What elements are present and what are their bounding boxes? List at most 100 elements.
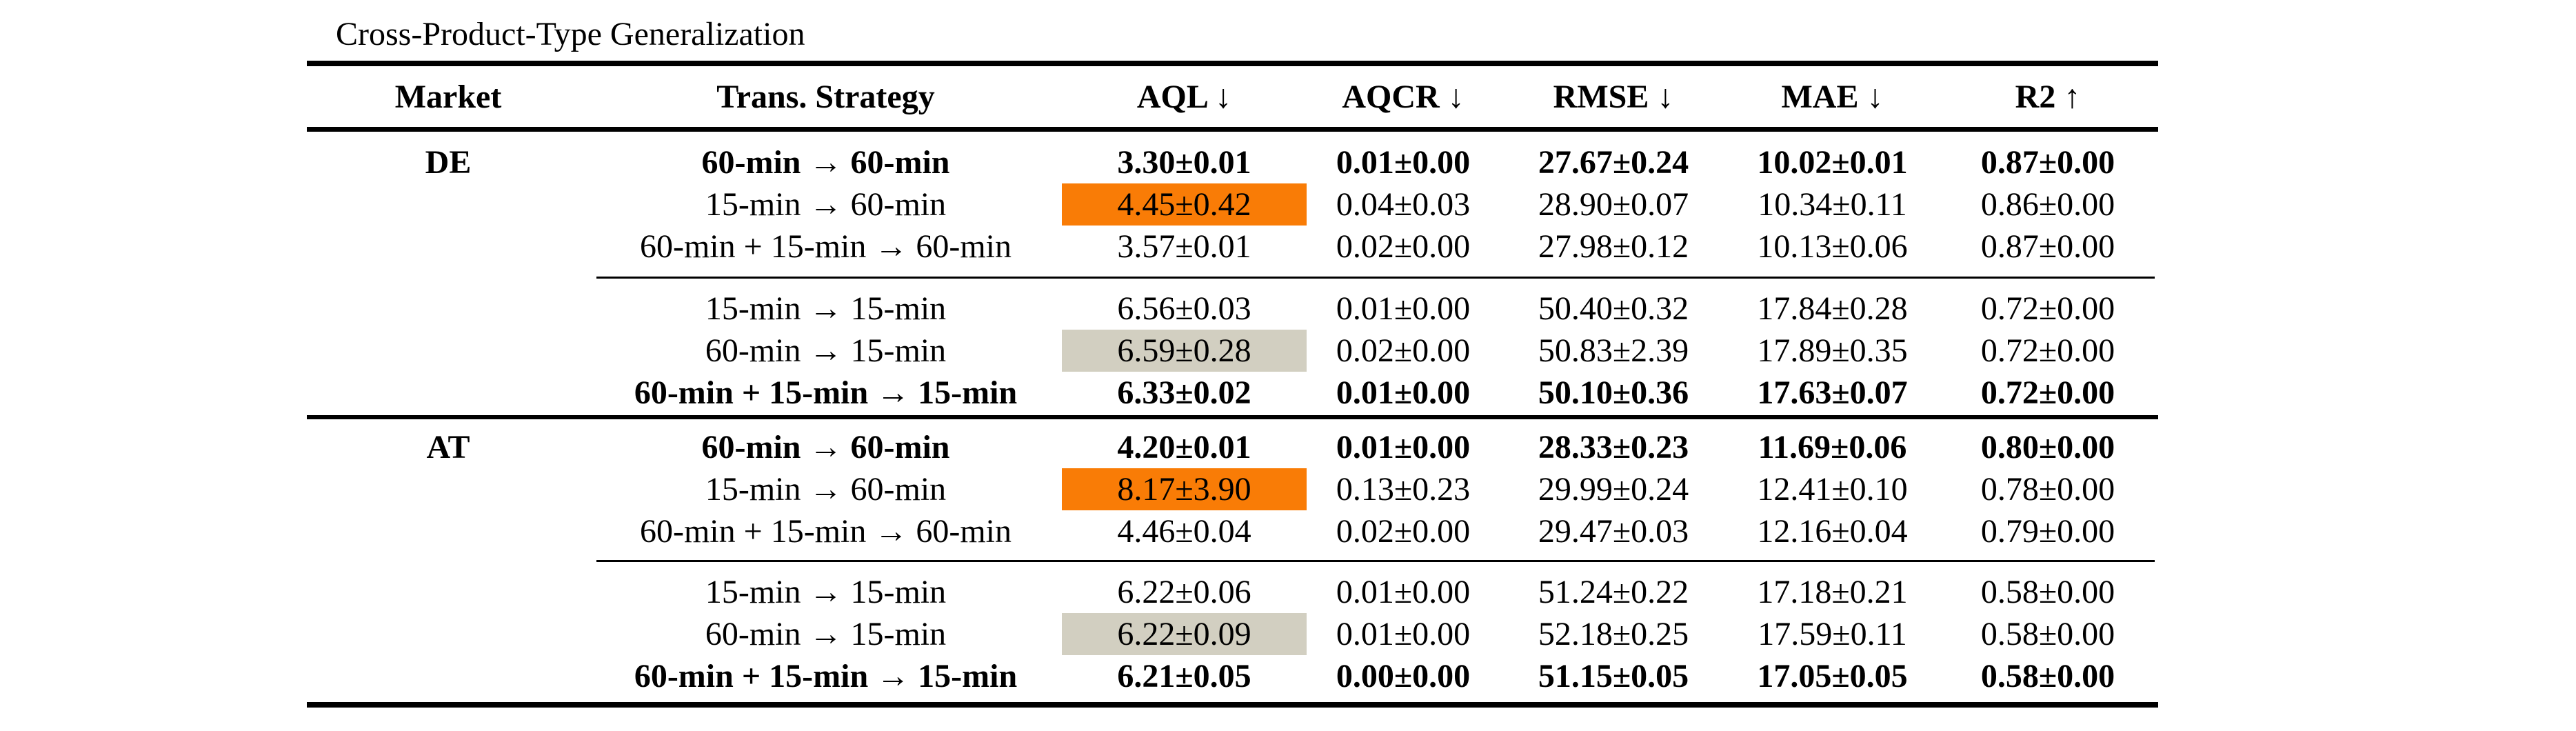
aql-value-cell: 6.56±0.03 <box>1117 290 1251 327</box>
r2-value-cell: 0.72±0.00 <box>1980 332 2115 369</box>
table-row: 15-min → 15-min 6.56±0.03 0.01±0.00 50.4… <box>307 288 2158 330</box>
table-row: 60-min + 15-min → 15-min 6.21±0.05 0.00±… <box>307 655 2158 697</box>
column-header-aql: AQL ↓ <box>1136 79 1232 115</box>
strategy-cell: 60-min → 15-min <box>705 616 947 652</box>
market-cell <box>307 288 590 330</box>
table-row: 15-min → 60-min 4.45±0.42 0.04±0.03 28.9… <box>307 183 2158 226</box>
group-mid-rule <box>596 560 2155 562</box>
column-header-aqcr: AQCR ↓ <box>1342 79 1465 115</box>
aql-value-cell-highlighted: 4.45±0.42 <box>1062 183 1307 226</box>
strategy-cell: 15-min → 15-min <box>705 290 947 327</box>
r2-value-cell: 0.72±0.00 <box>1980 290 2115 327</box>
strategy-cell: 60-min + 15-min → 60-min <box>639 228 1012 265</box>
r2-value-cell: 0.87±0.00 <box>1980 228 2115 265</box>
rmse-value-cell: 28.90±0.07 <box>1538 186 1689 223</box>
column-header-mae: MAE ↓ <box>1781 79 1884 115</box>
table-header-row: Market Trans. Strategy AQL ↓ AQCR ↓ RMSE… <box>307 66 2158 127</box>
aqcr-value-cell: 0.02±0.00 <box>1336 332 1471 369</box>
results-table: Market Trans. Strategy AQL ↓ AQCR ↓ RMSE… <box>307 61 2158 708</box>
rmse-value-cell: 28.33±0.23 <box>1538 429 1689 465</box>
market-cell: DE <box>425 144 472 181</box>
rmse-value-cell: 50.40±0.32 <box>1538 290 1689 327</box>
r2-value-cell: 0.58±0.00 <box>1980 616 2115 652</box>
spacer <box>307 132 2158 141</box>
market-cell <box>307 510 590 552</box>
aqcr-value-cell: 0.01±0.00 <box>1336 429 1471 465</box>
mae-value-cell: 17.18±0.21 <box>1757 574 1908 610</box>
strategy-cell: 15-min → 60-min <box>705 471 947 508</box>
table-row: 60-min → 15-min 6.59±0.28 0.02±0.00 50.8… <box>307 330 2158 372</box>
market-cell <box>307 613 590 655</box>
r2-value-cell: 0.80±0.00 <box>1980 429 2115 465</box>
r2-value-cell: 0.72±0.00 <box>1980 374 2115 411</box>
strategy-cell: 15-min → 15-min <box>705 574 947 610</box>
column-header-rmse: RMSE ↓ <box>1553 79 1674 115</box>
rmse-value-cell: 51.24±0.22 <box>1538 574 1689 610</box>
rmse-value-cell: 50.83±2.39 <box>1538 332 1689 369</box>
market-cell: AT <box>426 429 470 465</box>
group-mid-rule <box>596 277 2155 279</box>
spacer <box>307 552 2158 560</box>
aqcr-value-cell: 0.01±0.00 <box>1336 574 1471 610</box>
mae-value-cell: 17.89±0.35 <box>1757 332 1908 369</box>
aql-value-cell: 6.33±0.02 <box>1117 374 1251 411</box>
rmse-value-cell: 27.67±0.24 <box>1538 144 1689 181</box>
table-row: 60-min + 15-min → 60-min 4.46±0.04 0.02±… <box>307 510 2158 552</box>
column-header-strategy: Trans. Strategy <box>716 79 935 115</box>
table-row: 60-min → 15-min 6.22±0.09 0.01±0.00 52.1… <box>307 613 2158 655</box>
spacer <box>307 562 2158 571</box>
table-row: DE 60-min → 60-min 3.30±0.01 0.01±0.00 2… <box>307 141 2158 183</box>
market-cell <box>307 330 590 372</box>
r2-value-cell: 0.79±0.00 <box>1980 513 2115 550</box>
table-title: Cross-Product-Type Generalization <box>336 16 805 52</box>
r2-value-cell: 0.58±0.00 <box>1980 574 2115 610</box>
r2-value-cell: 0.87±0.00 <box>1980 144 2115 181</box>
aql-value-cell: 4.20±0.01 <box>1117 429 1251 465</box>
mae-value-cell: 12.41±0.10 <box>1757 471 1908 508</box>
aql-value-cell: 4.46±0.04 <box>1117 513 1251 550</box>
spacer <box>307 268 2158 277</box>
aql-value-cell: 6.22±0.06 <box>1117 574 1251 610</box>
market-cell <box>307 226 590 268</box>
group-separator-rule <box>307 415 2158 419</box>
strategy-cell: 15-min → 60-min <box>705 186 947 223</box>
market-cell <box>307 183 590 226</box>
strategy-cell: 60-min → 60-min <box>701 144 950 181</box>
table-header-rule <box>307 127 2158 132</box>
aql-value-cell: 3.30±0.01 <box>1117 144 1251 181</box>
table-row: AT 60-min → 60-min 4.20±0.01 0.01±0.00 2… <box>307 426 2158 468</box>
market-cell <box>307 468 590 510</box>
aqcr-value-cell: 0.02±0.00 <box>1336 228 1471 265</box>
market-cell <box>307 372 590 414</box>
rmse-value-cell: 29.47±0.03 <box>1538 513 1689 550</box>
aqcr-value-cell: 0.13±0.23 <box>1336 471 1471 508</box>
table-row: 60-min + 15-min → 60-min 3.57±0.01 0.02±… <box>307 226 2158 268</box>
rmse-value-cell: 50.10±0.36 <box>1538 374 1689 411</box>
aqcr-value-cell: 0.04±0.03 <box>1336 186 1471 223</box>
r2-value-cell: 0.58±0.00 <box>1980 658 2115 694</box>
strategy-cell: 60-min → 15-min <box>705 332 947 369</box>
rmse-value-cell: 27.98±0.12 <box>1538 228 1689 265</box>
spacer <box>307 697 2158 702</box>
aql-value-cell: 6.21±0.05 <box>1117 658 1251 694</box>
rmse-value-cell: 29.99±0.24 <box>1538 471 1689 508</box>
mae-value-cell: 10.13±0.06 <box>1757 228 1908 265</box>
table-row: 15-min → 15-min 6.22±0.06 0.01±0.00 51.2… <box>307 571 2158 613</box>
aqcr-value-cell: 0.01±0.00 <box>1336 374 1471 411</box>
mae-value-cell: 10.34±0.11 <box>1758 186 1907 223</box>
strategy-cell: 60-min + 15-min → 15-min <box>634 374 1018 411</box>
mae-value-cell: 17.84±0.28 <box>1757 290 1908 327</box>
aql-value-cell: 3.57±0.01 <box>1117 228 1251 265</box>
aqcr-value-cell: 0.00±0.00 <box>1336 658 1471 694</box>
r2-value-cell: 0.78±0.00 <box>1980 471 2115 508</box>
mae-value-cell: 11.69±0.06 <box>1758 429 1907 465</box>
market-cell <box>307 655 590 697</box>
column-header-market: Market <box>394 79 502 115</box>
aqcr-value-cell: 0.01±0.00 <box>1336 616 1471 652</box>
strategy-cell: 60-min + 15-min → 15-min <box>634 658 1018 694</box>
spacer <box>307 419 2158 426</box>
mae-value-cell: 17.59±0.11 <box>1758 616 1907 652</box>
strategy-cell: 60-min → 60-min <box>701 429 950 465</box>
market-cell <box>307 571 590 613</box>
